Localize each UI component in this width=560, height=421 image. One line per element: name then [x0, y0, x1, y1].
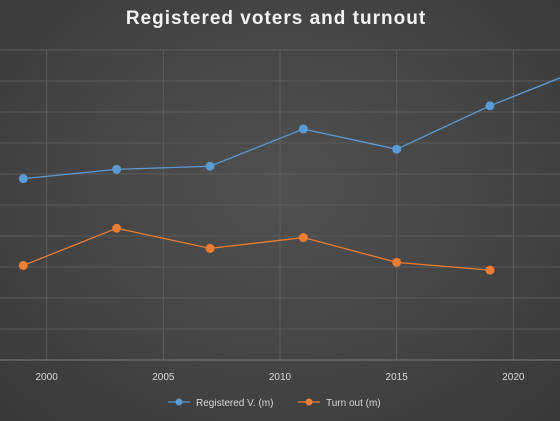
legend-label-2: Turn out (m) — [326, 398, 381, 409]
x-axis: 2000 2005 2010 2015 2020 — [0, 359, 560, 383]
x-tick-label: 2020 — [502, 372, 525, 383]
x-tick-label: 2005 — [152, 372, 175, 383]
series-1-point — [18, 174, 28, 184]
series-2-point — [298, 233, 308, 243]
legend-marker-1 — [175, 398, 183, 406]
series-line-2 — [23, 227, 491, 271]
series-1-point — [392, 144, 402, 154]
series-1-point — [112, 164, 122, 174]
series-2-point — [392, 257, 402, 267]
grid-layer — [0, 49, 560, 361]
series-1-point — [205, 161, 215, 171]
x-tick-label: 2000 — [36, 372, 59, 383]
series-1-point — [485, 101, 495, 111]
series-2-point — [18, 260, 28, 270]
legend: Registered V. (m) Turn out (m) — [168, 398, 381, 409]
series-1-point — [298, 124, 308, 134]
x-tick-label: 2010 — [269, 372, 292, 383]
series-2-point — [112, 223, 122, 233]
series-line-1 — [23, 77, 560, 180]
series-2-point — [485, 265, 495, 275]
legend-label-1: Registered V. (m) — [196, 398, 273, 409]
legend-marker-2 — [305, 398, 313, 406]
series-layer — [18, 77, 560, 275]
chart-title: Registered voters and turnout — [125, 8, 427, 29]
x-tick-label: 2015 — [386, 372, 409, 383]
series-2-point — [205, 243, 215, 253]
